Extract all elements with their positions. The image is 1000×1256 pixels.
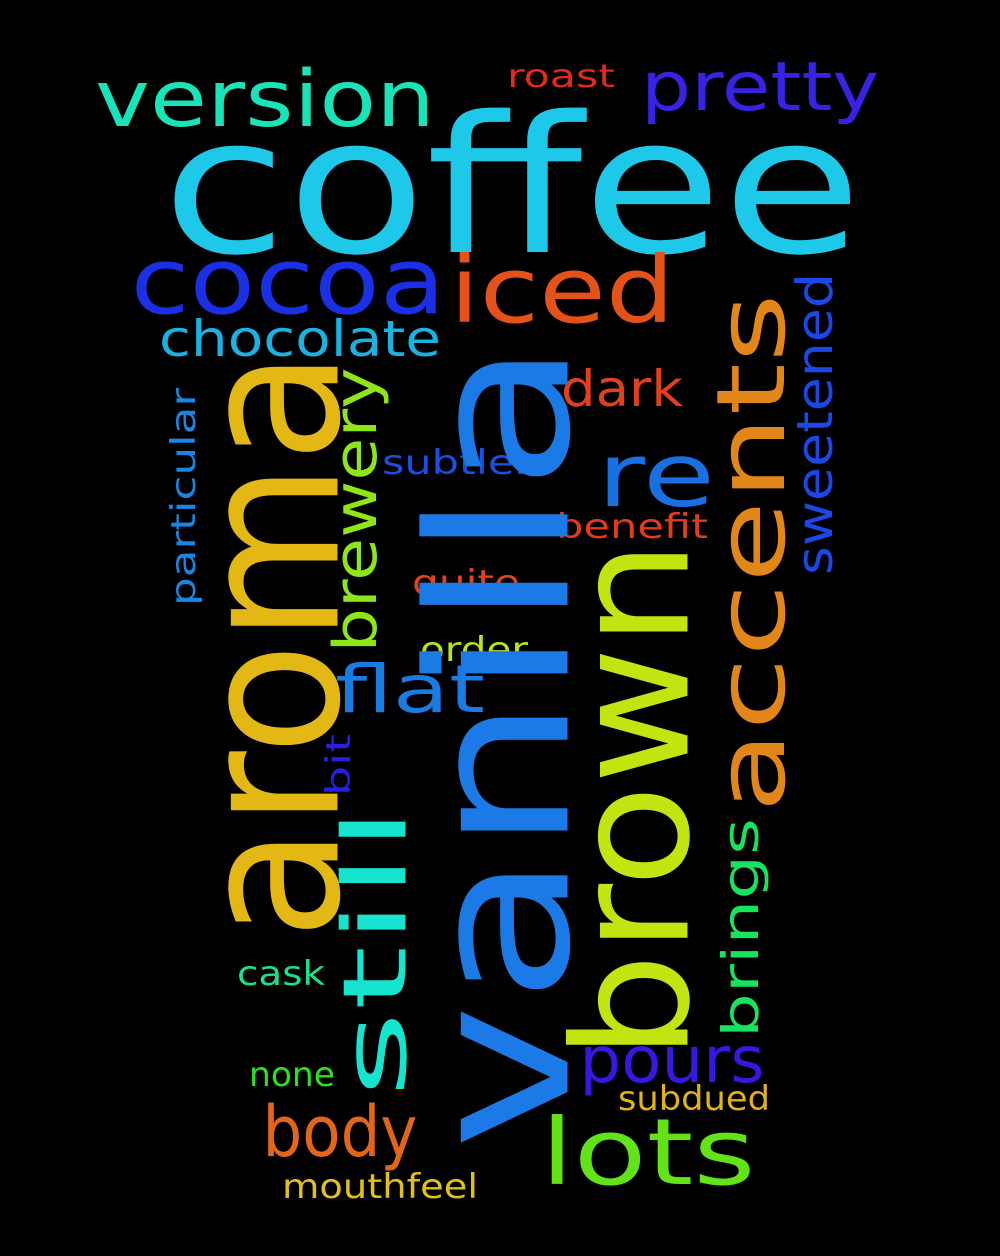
word-lots: lots [541,1099,756,1206]
word-brown: brown [539,540,726,1060]
word-mouthfeel: mouthfeel [282,1167,478,1207]
word-pretty: pretty [641,48,879,127]
word-roast: roast [507,57,615,95]
word-particular: particular [164,388,204,606]
word-quite: quite [412,563,520,603]
word-iced: iced [450,237,675,344]
word-vanilla: vanilla [387,340,614,1150]
word-cask: cask [237,954,325,994]
word-body: body [263,1091,418,1173]
word-aroma: aroma [157,350,384,940]
word-brewery: brewery [321,368,391,653]
word-version: version [95,55,435,145]
word-brings: brings [712,818,770,1038]
word-still: still [324,806,427,1098]
word-benefit: benefit [556,507,708,547]
word-bit: bit [319,734,359,796]
word-none: none [249,1055,335,1095]
word-accents: accents [697,293,807,813]
word-cocoa: cocoa [131,228,446,335]
word-flat: flat [335,651,485,728]
word-subtler: subtler [382,443,532,483]
word-pours: pours [580,1024,765,1098]
word-subdued: subdued [618,1079,770,1119]
word-coffee: coffee [162,76,862,297]
word-sweetened: sweetened [786,273,844,575]
word-order: order [420,630,528,670]
word-chocolate: chocolate [159,310,441,368]
word-re: re [597,424,715,527]
word-dark: dark [561,360,683,418]
